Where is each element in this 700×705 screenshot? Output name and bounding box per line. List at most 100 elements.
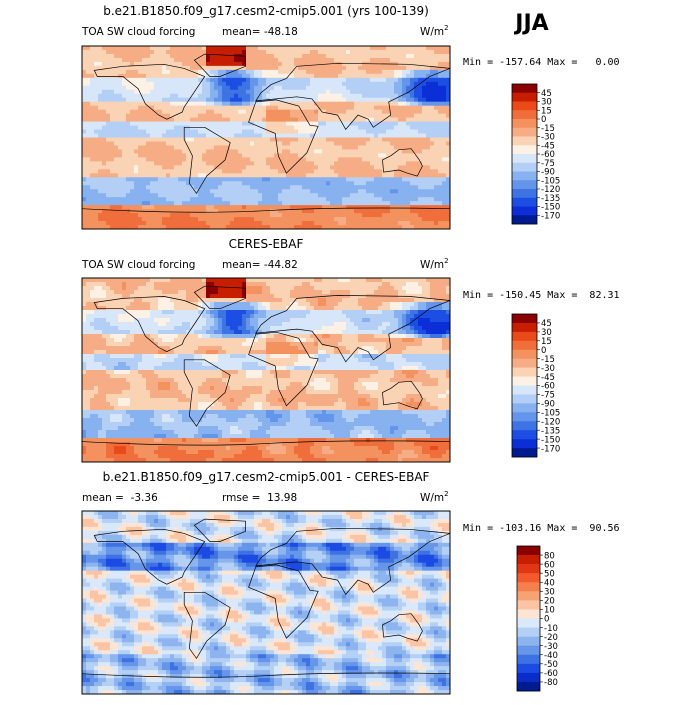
field-cell [434,138,439,142]
field-cell [138,185,143,189]
field-cell [90,118,95,122]
field-cell [286,213,291,217]
field-cell [130,173,135,177]
field-cell [354,221,359,225]
field-cell [122,106,127,110]
field-cell [126,86,131,90]
field-cell [302,54,307,58]
field-cell [222,217,227,221]
field-cell [270,189,275,193]
colorbar-swatch [512,215,537,224]
field-cell [130,306,135,311]
field-cell [126,90,131,94]
field-cell [230,138,235,142]
field-cell [398,74,403,78]
field-cell [426,118,431,122]
field-cell [422,177,427,181]
field-cell [162,181,167,185]
field-cell [422,54,427,58]
field-cell [434,110,439,114]
field-cell [442,201,447,205]
field-cell [82,302,87,307]
field-cell [142,205,147,209]
field-cell [310,58,315,62]
field-cell [422,209,427,213]
field-cell [334,161,339,165]
field-cell [374,50,379,54]
field-cell [170,54,175,58]
field-cell [338,149,343,153]
field-cell [258,46,263,50]
field-cell [90,86,95,90]
field-cell [126,177,131,181]
field-cell [366,282,371,287]
field-cell [338,213,343,217]
field-cell [378,58,383,62]
field-cell [342,82,347,86]
field-cell [90,98,95,102]
field-cell [242,161,247,165]
field-cell [202,221,207,225]
field-cell [226,205,231,209]
field-cell [434,149,439,153]
field-cell [118,134,123,138]
field-cell [206,141,211,145]
field-cell [334,169,339,173]
field-cell [254,221,259,225]
field-cell [114,294,119,299]
field-cell [390,70,395,74]
field-cell [218,126,223,130]
field-cell [346,94,351,98]
field-cell [354,58,359,62]
field-cell [430,213,435,217]
field-cell [414,221,419,225]
field-cell [430,173,435,177]
field-cell [274,205,279,209]
field-cell [102,74,107,78]
field-cell [82,169,87,173]
field-cell [278,306,283,311]
field-cell [118,197,123,201]
field-cell [362,169,367,173]
field-cell [270,209,275,213]
field-cell [94,54,99,58]
field-cell [270,134,275,138]
field-cell [410,165,415,169]
field-cell [162,278,167,283]
field-cell [442,94,447,98]
field-cell [218,209,223,213]
field-cell [370,185,375,189]
field-cell [114,153,119,157]
field-cell [354,126,359,130]
field-cell [302,149,307,153]
field-cell [218,106,223,110]
field-cell [390,126,395,130]
field-cell [398,50,403,54]
field-cell [326,177,331,181]
field-cell [418,86,423,90]
field-cell [254,189,259,193]
field-cell [306,213,311,217]
field-cell [414,118,419,122]
field-cell [362,149,367,153]
field-cell [294,134,299,138]
field-cell [214,106,219,110]
field-cell [210,173,215,177]
field-cell [230,298,235,303]
field-cell [350,70,355,74]
field-cell [338,90,343,94]
field-cell [158,90,163,94]
field-cell [338,153,343,157]
field-cell [286,217,291,221]
field-cell [138,278,143,283]
field-cell [90,181,95,185]
field-cell [258,221,263,225]
field-cell [246,306,251,311]
field-cell [194,193,199,197]
field-cell [122,286,127,291]
field-cell [114,217,119,221]
field-cell [174,90,179,94]
field-cell [86,173,91,177]
field-cell [354,169,359,173]
field-cell [270,217,275,221]
